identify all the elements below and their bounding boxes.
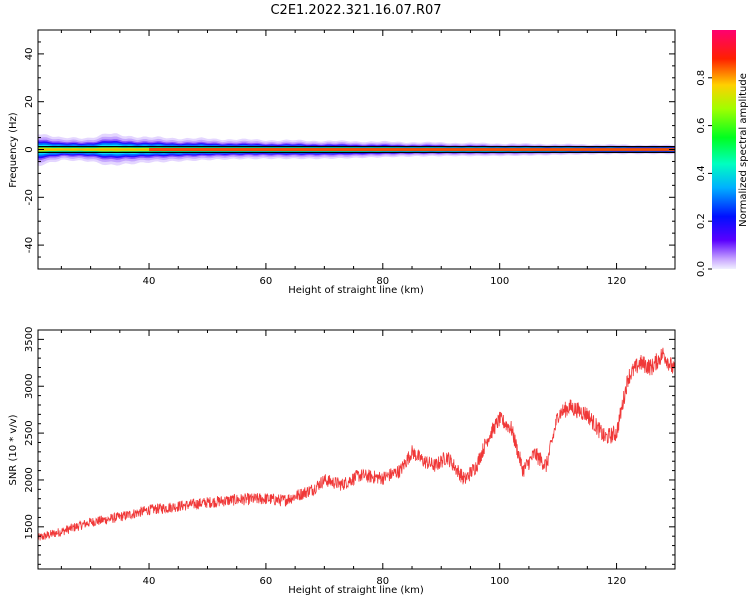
snr-x-tick-label: 80: [376, 576, 389, 587]
spectrogram-y-tick-label: 20: [24, 95, 35, 108]
spectrogram-x-tick-label: 120: [607, 276, 626, 287]
colorbar-tick-label: 0.4: [696, 165, 707, 181]
colorbar-gradient: [712, 30, 736, 269]
snr-y-tick-label: 2000: [24, 467, 35, 492]
snr-y-ticks: 1500 2000 2500 3000 3500: [24, 327, 675, 565]
colorbar-tick-label: 0.2: [696, 213, 707, 229]
snr-y-tick-label: 3000: [24, 374, 35, 399]
snr-panel: 40 60 80 100 120 1500 2000 2500 3000 3500 Height…: [8, 327, 676, 596]
spectrogram-x-tick-label: 100: [490, 276, 509, 287]
colorbar: 0.0 0.2 0.4 0.6 0.8 Normalized spectral ampl…: [696, 30, 749, 277]
snr-x-tick-label: 60: [260, 576, 273, 587]
spectrogram-x-label: Height of straight line (km): [288, 285, 424, 296]
spectrogram-x-tick-label: 80: [376, 276, 389, 287]
snr-x-tick-label: 100: [490, 576, 509, 587]
snr-y-tick-label: 1500: [24, 514, 35, 539]
colorbar-tick-label: 0.8: [696, 70, 707, 86]
spectrogram-band: [38, 133, 675, 166]
snr-y-tick-label: 3500: [24, 327, 35, 352]
snr-x-label: Height of straight line (km): [288, 585, 424, 596]
colorbar-label: Normalized spectral amplitude: [738, 73, 749, 227]
spectrogram-y-ticks: 40 20 0 -20 -40: [24, 29, 675, 270]
snr-x-tick-label: 40: [143, 576, 156, 587]
spectrogram-x-ticks: 40 60 80 100 120: [60, 30, 676, 287]
spectrogram-y-tick-label: 0: [24, 146, 35, 152]
snr-y-tick-label: 2500: [24, 420, 35, 445]
spectrogram-y-label: Frequency (Hz): [8, 112, 19, 188]
colorbar-ticks: 0.0 0.2 0.4 0.6 0.8: [696, 70, 712, 277]
spectrogram-panel: 40 60 80 100 120 40 20 0 -20 -40 Height of strai…: [8, 29, 676, 296]
snr-x-tick-label: 120: [607, 576, 626, 587]
colorbar-tick-label: 0.0: [696, 261, 707, 277]
snr-y-label: SNR (10 * v/v): [8, 414, 19, 485]
snr-series-line: [38, 347, 675, 541]
spectrogram-peak-core: [149, 148, 675, 151]
chart-title: C2E1.2022.321.16.07.R07: [270, 3, 441, 18]
colorbar-tick-label: 0.6: [696, 118, 707, 134]
spectrogram-peak-core-left: [38, 148, 150, 151]
spectrogram-x-tick-label: 40: [143, 276, 156, 287]
spectrogram-y-tick-label: -20: [24, 189, 35, 205]
spectrogram-y-tick-label: -40: [24, 237, 35, 253]
snr-frame: [37, 329, 676, 570]
spectrogram-x-tick-label: 60: [260, 276, 273, 287]
spectrogram-y-tick-label: 40: [24, 48, 35, 61]
snr-x-ticks: 40 60 80 100 120: [60, 330, 676, 587]
